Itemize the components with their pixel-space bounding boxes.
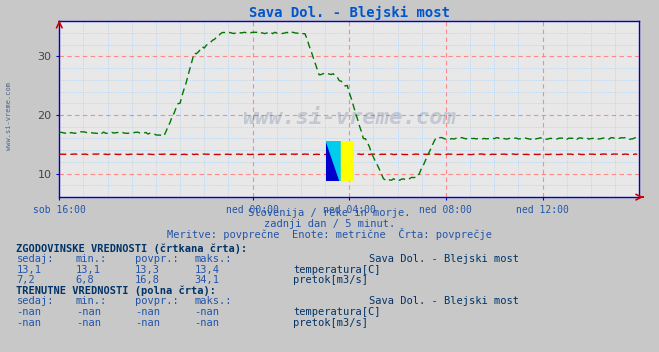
Text: 6,8: 6,8 bbox=[76, 275, 94, 285]
Text: -nan: -nan bbox=[76, 307, 101, 317]
Text: povpr.:: povpr.: bbox=[135, 296, 179, 307]
Text: Meritve: povprečne  Enote: metrične  Črta: povprečje: Meritve: povprečne Enote: metrične Črta:… bbox=[167, 228, 492, 240]
Text: Slovenija / reke in morje.: Slovenija / reke in morje. bbox=[248, 208, 411, 219]
Text: ZGODOVINSKE VREDNOSTI (črtkana črta):: ZGODOVINSKE VREDNOSTI (črtkana črta): bbox=[16, 243, 248, 254]
Text: -nan: -nan bbox=[194, 318, 219, 328]
Text: Sava Dol. - Blejski most: Sava Dol. - Blejski most bbox=[369, 296, 519, 307]
Text: -nan: -nan bbox=[76, 318, 101, 328]
Text: -nan: -nan bbox=[194, 307, 219, 317]
Title: Sava Dol. - Blejski most: Sava Dol. - Blejski most bbox=[248, 6, 450, 20]
Text: 13,4: 13,4 bbox=[194, 265, 219, 275]
Text: 13,3: 13,3 bbox=[135, 265, 160, 275]
Text: min.:: min.: bbox=[76, 254, 107, 264]
Text: www.si-vreme.com: www.si-vreme.com bbox=[5, 82, 12, 150]
Text: 13,1: 13,1 bbox=[16, 265, 42, 275]
Text: Sava Dol. - Blejski most: Sava Dol. - Blejski most bbox=[369, 254, 519, 264]
Text: -nan: -nan bbox=[135, 307, 160, 317]
Text: zadnji dan / 5 minut.: zadnji dan / 5 minut. bbox=[264, 219, 395, 229]
Polygon shape bbox=[326, 141, 340, 181]
Text: sedaj:: sedaj: bbox=[16, 296, 54, 307]
Text: temperatura[C]: temperatura[C] bbox=[293, 307, 381, 317]
Text: povpr.:: povpr.: bbox=[135, 254, 179, 264]
Text: sedaj:: sedaj: bbox=[16, 254, 54, 264]
Text: pretok[m3/s]: pretok[m3/s] bbox=[293, 275, 368, 285]
Text: -nan: -nan bbox=[16, 307, 42, 317]
Text: pretok[m3/s]: pretok[m3/s] bbox=[293, 318, 368, 328]
Bar bbox=[340, 141, 354, 181]
Text: 7,2: 7,2 bbox=[16, 275, 35, 285]
Text: -nan: -nan bbox=[135, 318, 160, 328]
Text: -nan: -nan bbox=[16, 318, 42, 328]
Text: TRENUTNE VREDNOSTI (polna črta):: TRENUTNE VREDNOSTI (polna črta): bbox=[16, 285, 216, 296]
Text: temperatura[C]: temperatura[C] bbox=[293, 265, 381, 275]
Text: 34,1: 34,1 bbox=[194, 275, 219, 285]
Text: www.si-vreme.com: www.si-vreme.com bbox=[243, 108, 456, 128]
Text: min.:: min.: bbox=[76, 296, 107, 307]
Text: maks.:: maks.: bbox=[194, 296, 232, 307]
Bar bbox=[326, 141, 340, 181]
Text: 13,1: 13,1 bbox=[76, 265, 101, 275]
Text: maks.:: maks.: bbox=[194, 254, 232, 264]
Text: 16,8: 16,8 bbox=[135, 275, 160, 285]
